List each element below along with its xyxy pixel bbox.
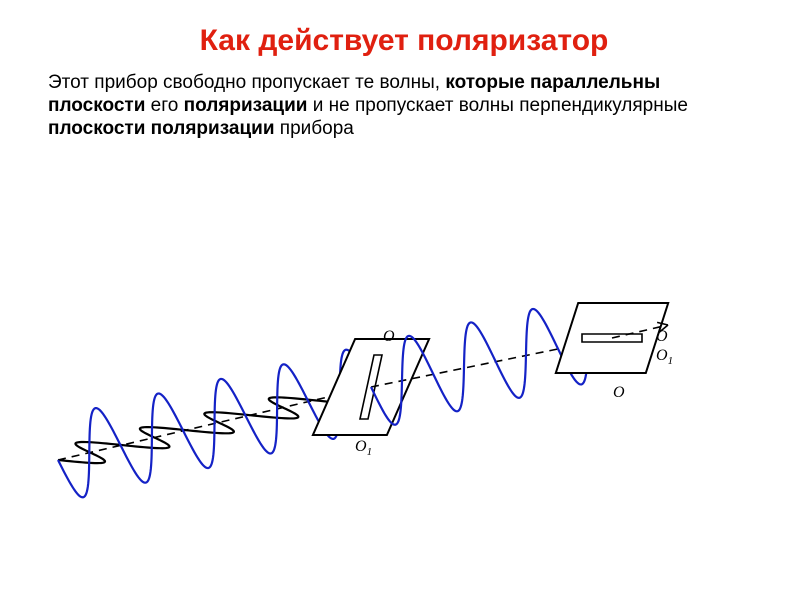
body-part-5: и не пропускает волны перпендикулярные	[307, 95, 688, 116]
body-part-7: прибора	[275, 118, 354, 139]
page-title: Как действует поляризатор	[48, 24, 760, 57]
polarizer-diagram: OOO1O1O	[48, 230, 688, 570]
separator: ,	[435, 72, 446, 93]
axis-label: O1	[656, 347, 673, 367]
diagram-svg	[48, 230, 688, 570]
axis-label: O	[656, 328, 668, 346]
body-part-6: плоскости поляризации	[48, 118, 275, 139]
body-part-3: его	[145, 95, 183, 116]
body-part-1: Этот прибор свободно пропускает те волны	[48, 72, 435, 93]
body-part-4: поляризации	[184, 95, 308, 116]
axis-label: O	[383, 328, 395, 346]
description-text: Этот прибор свободно пропускает те волны…	[48, 71, 740, 141]
axis-label: O1	[355, 438, 372, 458]
axis-label: O	[613, 384, 625, 402]
